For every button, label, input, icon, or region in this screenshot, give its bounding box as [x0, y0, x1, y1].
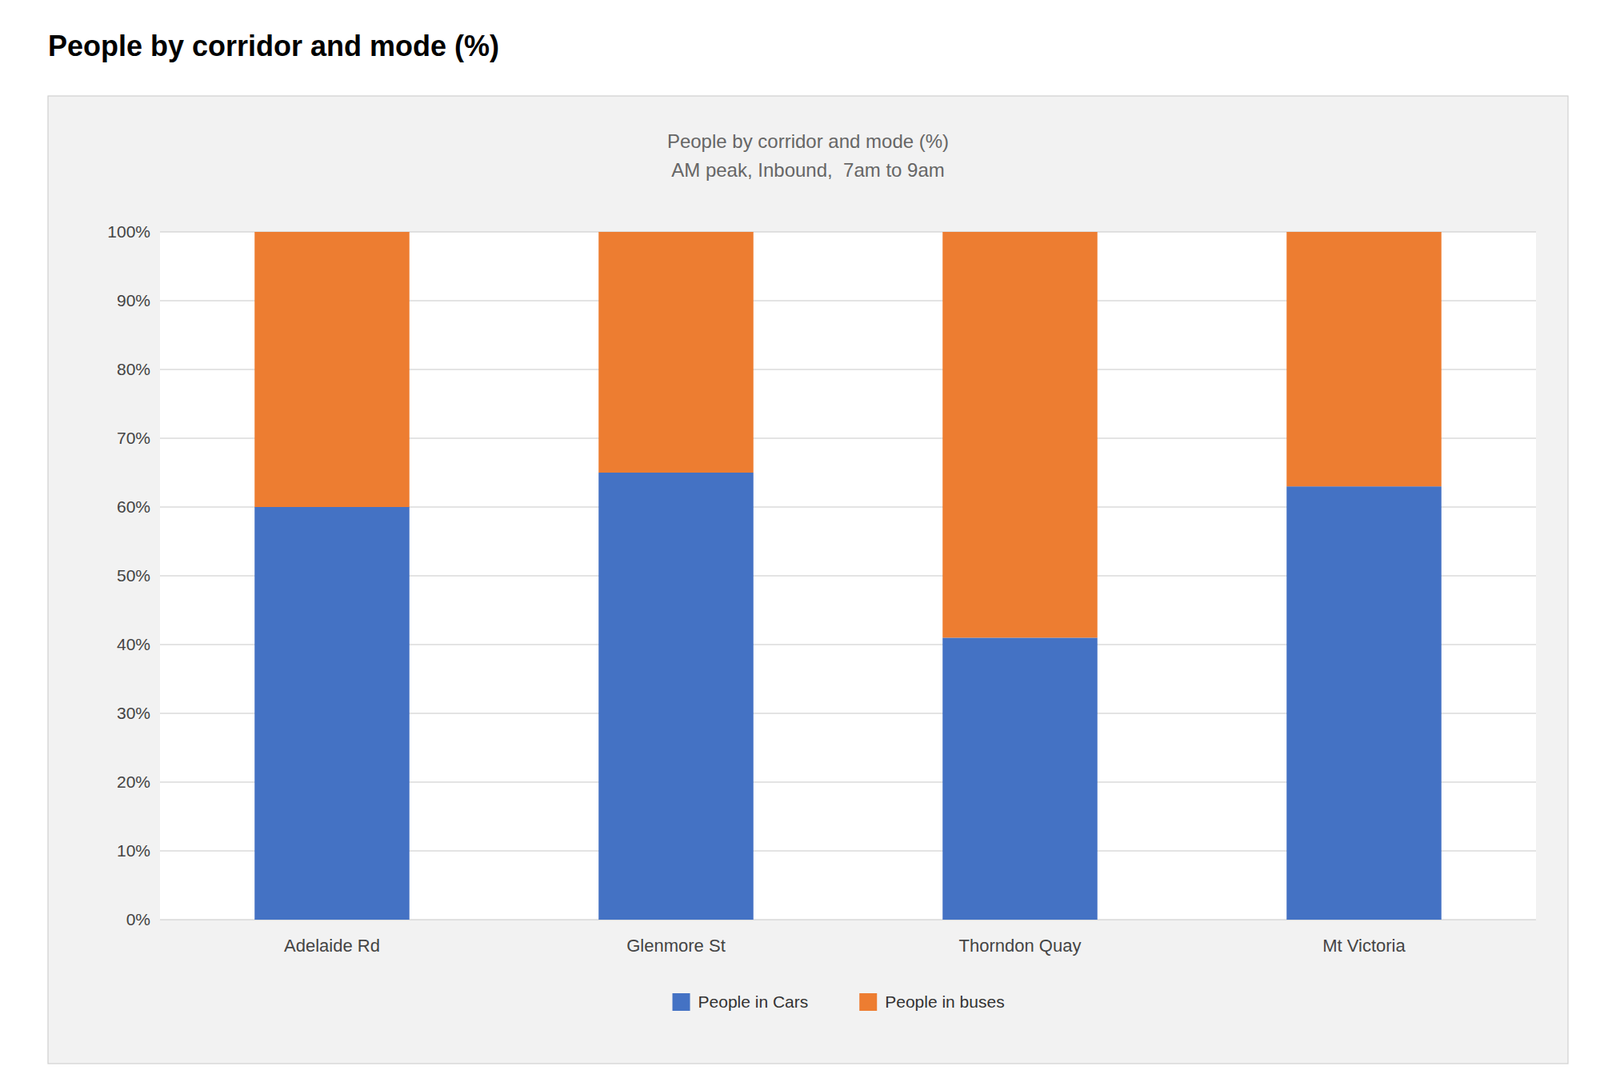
bar-segment [254, 232, 410, 508]
bars [254, 232, 1442, 920]
grid [160, 232, 1536, 920]
y-tick-label: 40% [116, 635, 151, 654]
x-tick-label: Glenmore St [626, 936, 726, 956]
y-tick-label: 60% [116, 497, 151, 516]
y-tick-label: 70% [116, 428, 151, 448]
y-tick-label: 90% [116, 291, 151, 310]
x-tick-label: Mt Victoria [1322, 936, 1406, 956]
plot-area [160, 232, 1536, 920]
subtitle: AM peak, Inbound, 7am to 9am [671, 159, 945, 181]
panel [48, 96, 1568, 1064]
bar-segment [942, 232, 1098, 638]
legend-swatch [672, 993, 691, 1012]
y-tick-label: 0% [126, 910, 151, 929]
bar-segment [942, 637, 1098, 920]
y-tick-label: 10% [116, 841, 151, 860]
bar-segment [1286, 486, 1442, 920]
y-tick-label: 30% [116, 704, 151, 723]
subtitle: People by corridor and mode (%) [667, 130, 949, 152]
x-tick-label: Thorndon Quay [959, 936, 1082, 956]
legend-swatch [859, 993, 877, 1012]
bar-segment [598, 472, 754, 920]
bar-segment [598, 232, 754, 473]
legend: People in Cars People in buses [672, 992, 1005, 1012]
y-tick-label: 50% [116, 566, 151, 585]
chart: People by corridor and mode (%) People by… [0, 0, 1600, 1086]
y-tick-label: 20% [116, 772, 151, 792]
legend-label: People in Cars [698, 992, 809, 1012]
bar-segment [254, 507, 410, 920]
y-tick-label: 100% [107, 222, 151, 241]
legend-label: People in buses [884, 992, 1004, 1012]
title: People by corridor and mode (%) [48, 29, 500, 63]
y-tick-label: 80% [116, 360, 151, 379]
bar-segment [1286, 232, 1442, 487]
x-tick-label: Adelaide Rd [284, 936, 380, 956]
